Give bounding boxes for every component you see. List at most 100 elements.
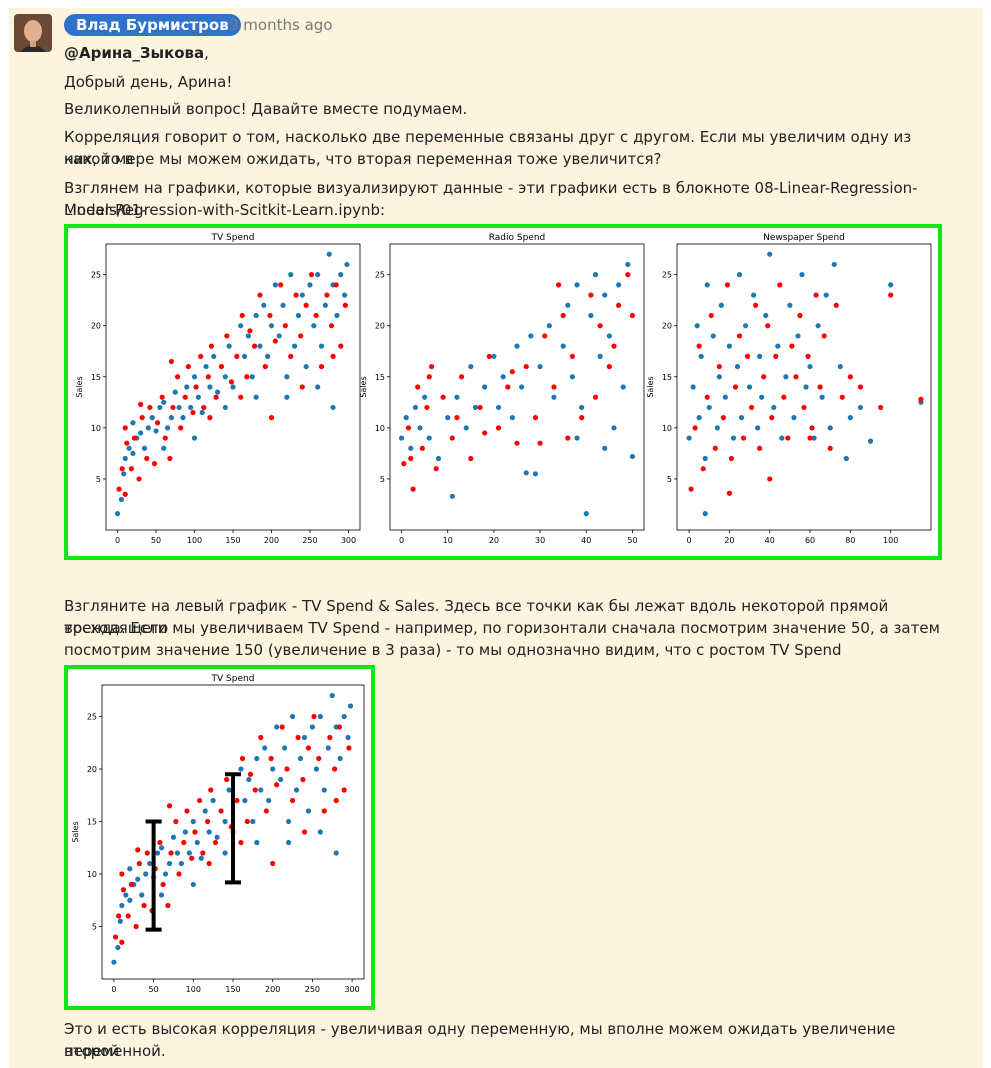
red-point [629, 312, 636, 319]
blue-point [803, 384, 809, 390]
red-point [139, 415, 145, 421]
red-point [332, 766, 338, 772]
red-point [166, 803, 173, 809]
blue-point [222, 818, 228, 825]
blue-point [746, 384, 753, 390]
tv-spend-chart: TV Spend Sales 0 50 100 150 200 250 300 5 10 15 20 25 [75, 233, 361, 545]
y-tick-label: 5 [380, 475, 385, 484]
x-tick-label: 100 [186, 985, 201, 994]
blue-point [214, 834, 220, 840]
blue-point [121, 471, 127, 477]
blue-point [157, 404, 163, 411]
blue-point [714, 425, 720, 431]
paragraph-line: Взглянем на графики, которые визуализиру… [64, 179, 918, 219]
red-point [765, 323, 771, 329]
red-point [333, 797, 339, 804]
blue-point [291, 343, 298, 349]
red-point [234, 353, 240, 359]
x-tick-label: 300 [341, 536, 356, 545]
red-point [178, 425, 184, 431]
blue-point [114, 511, 121, 517]
red-point [147, 404, 153, 411]
red-point [410, 486, 416, 492]
y-tick-label: 5 [92, 923, 97, 932]
red-point [284, 766, 290, 772]
blue-point [334, 312, 340, 319]
blue-point [694, 323, 700, 329]
red-point [128, 466, 134, 472]
blue-point [274, 724, 280, 730]
red-point [773, 353, 779, 359]
red-point [174, 374, 181, 380]
blue-point [222, 374, 228, 380]
timestamp: 9 months ago [229, 16, 333, 34]
red-point [606, 363, 612, 370]
red-point [728, 455, 735, 462]
blue-point [190, 881, 196, 888]
red-point [486, 353, 492, 359]
blue-point [288, 272, 294, 278]
blue-point [285, 839, 292, 846]
blue-point [445, 415, 451, 421]
red-point [112, 934, 119, 940]
blue-point [857, 404, 864, 411]
blue-point [178, 860, 184, 867]
user-mention[interactable]: @Арина_Зыкова [64, 44, 205, 62]
blue-point [158, 845, 165, 851]
red-point [198, 353, 204, 359]
blue-point [299, 292, 305, 298]
blue-point [347, 703, 354, 709]
red-point [119, 871, 125, 877]
blue-point [154, 850, 161, 856]
red-point [300, 776, 306, 783]
red-point [207, 415, 213, 421]
blue-point [325, 745, 331, 751]
red-point [151, 461, 158, 467]
red-point [537, 440, 543, 446]
red-point [744, 353, 751, 359]
paragraph-line: какой мере мы можем ожидать, что вторая … [64, 150, 662, 168]
blue-point [738, 415, 745, 421]
red-point [218, 363, 225, 370]
red-point [330, 353, 336, 359]
red-point [341, 787, 347, 793]
y-axis-label: Sales [75, 376, 84, 397]
mention-suffix: , [204, 44, 209, 62]
red-point [454, 415, 460, 421]
red-point [821, 333, 827, 339]
red-point [458, 374, 465, 380]
red-point [611, 343, 617, 349]
red-point [592, 394, 599, 400]
blue-point [215, 389, 221, 395]
blue-point [265, 353, 271, 359]
x-tick-label: 50 [627, 536, 637, 545]
author-badge[interactable]: Влад Бурмистров [64, 14, 241, 36]
x-tick-label: 200 [264, 536, 279, 545]
avatar[interactable] [14, 14, 52, 52]
blue-point [472, 404, 479, 411]
red-point [154, 420, 161, 426]
red-point [267, 312, 273, 319]
red-point [116, 486, 122, 492]
blue-point [297, 755, 304, 762]
y-tick-label: 15 [662, 373, 672, 382]
red-point [477, 404, 483, 411]
red-point [789, 343, 795, 349]
blue-point [315, 272, 321, 278]
blue-point [254, 755, 260, 762]
y-tick-label: 25 [375, 271, 385, 280]
plot-area-border [676, 243, 932, 531]
blue-point [149, 415, 155, 421]
red-point [288, 353, 294, 359]
blue-point [284, 374, 290, 380]
red-point [184, 808, 190, 814]
blue-point [690, 384, 696, 390]
red-point [159, 394, 165, 400]
red-point [405, 425, 412, 431]
x-tick-label: 200 [265, 985, 280, 994]
red-point [625, 272, 631, 278]
red-point [333, 282, 339, 288]
blue-point [514, 343, 520, 349]
red-point [813, 292, 819, 298]
